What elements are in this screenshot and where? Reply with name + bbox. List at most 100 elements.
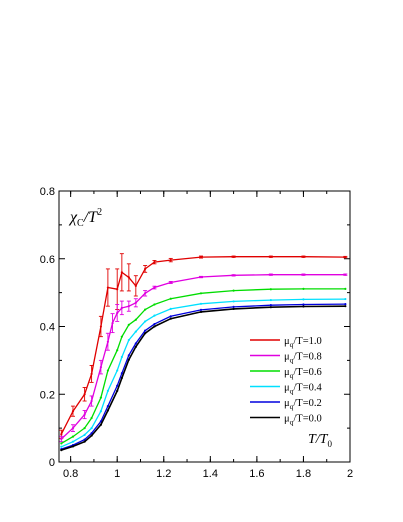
x-tick-label: 1.8 — [296, 468, 311, 480]
data-point — [232, 255, 235, 258]
series-line — [61, 305, 346, 451]
data-point — [344, 303, 347, 306]
data-point — [71, 410, 75, 413]
data-point — [116, 369, 119, 372]
data-point — [83, 393, 86, 396]
data-point — [302, 305, 305, 308]
data-point — [269, 304, 272, 307]
data-point — [106, 340, 109, 343]
legend-item: μq/T=0.2 — [250, 398, 322, 411]
data-point — [106, 389, 109, 392]
data-point — [90, 416, 93, 420]
data-point — [232, 274, 235, 277]
data-point — [116, 349, 119, 352]
series-line — [61, 303, 346, 450]
data-point — [99, 366, 103, 369]
legend-label: μq/T=0.4 — [284, 383, 323, 396]
y-tick-label: 0 — [49, 457, 55, 469]
x-tick-label: 2 — [347, 468, 353, 480]
data-point — [106, 409, 109, 412]
data-point — [120, 306, 123, 309]
data-point — [60, 442, 63, 445]
data-point — [344, 273, 347, 276]
legend-label: μq/T=0.0 — [284, 414, 322, 427]
series-line — [60, 256, 346, 435]
series-line — [60, 288, 346, 444]
data-point — [116, 311, 119, 315]
data-point — [269, 273, 272, 276]
data-point — [153, 314, 156, 317]
x-tick-label: 1.4 — [203, 468, 218, 480]
y-axis-label-sub: C — [77, 218, 84, 229]
x-tick-label: 1.2 — [156, 468, 171, 480]
data-point — [99, 423, 103, 426]
data-point — [99, 325, 103, 328]
data-point — [60, 433, 63, 436]
data-point — [153, 261, 156, 264]
data-point — [232, 300, 235, 303]
data-point — [144, 308, 147, 311]
data-point — [83, 433, 86, 436]
data-point — [269, 306, 272, 309]
y-tick-label: 0.8 — [40, 186, 55, 198]
x-axis-label: T/T0 — [308, 432, 332, 449]
data-point — [134, 318, 137, 321]
x-axis-label-main: T/T — [308, 432, 329, 447]
data-point — [232, 307, 235, 310]
data-point — [90, 434, 93, 437]
data-point — [169, 297, 172, 300]
data-point — [90, 427, 93, 430]
series-3 — [60, 297, 347, 448]
data-point — [127, 305, 130, 308]
data-point — [71, 427, 75, 430]
data-point — [120, 271, 123, 274]
data-point — [83, 413, 86, 416]
data-point — [199, 308, 203, 312]
y-tick-label: 0.6 — [40, 254, 55, 266]
data-point — [153, 323, 156, 326]
data-point — [134, 345, 137, 348]
data-point — [83, 427, 86, 430]
series-2 — [60, 287, 347, 445]
data-point — [169, 259, 172, 262]
series-0 — [59, 253, 348, 439]
y-axis-label-sup: 2 — [97, 207, 102, 218]
data-point — [106, 405, 109, 408]
data-point — [60, 437, 63, 441]
y-axis-label: χC/T2 — [68, 207, 102, 229]
data-point — [169, 315, 172, 318]
data-point — [120, 335, 123, 338]
x-tick-label: 1.6 — [249, 468, 264, 480]
y-axis-label-main: χ — [68, 209, 78, 226]
series-1 — [59, 273, 348, 443]
data-point — [199, 310, 203, 314]
data-point — [344, 287, 347, 290]
data-point — [269, 298, 272, 302]
data-point — [116, 288, 119, 291]
data-point — [199, 255, 203, 259]
data-point — [153, 303, 156, 306]
data-point — [302, 273, 305, 276]
data-point — [120, 372, 123, 375]
data-point — [83, 440, 86, 443]
data-point — [144, 292, 147, 295]
y-tick-label: 0.4 — [40, 322, 55, 334]
data-point — [127, 276, 130, 279]
data-point — [344, 305, 347, 308]
x-tick-label: 0.8 — [63, 468, 78, 480]
data-point — [302, 287, 305, 290]
x-axis-label-sub: 0 — [327, 439, 332, 449]
y-tick-label: 0.2 — [40, 389, 55, 401]
legend-item: μq/T=0.6 — [250, 367, 322, 380]
data-point — [99, 396, 103, 399]
data-point — [90, 399, 93, 403]
y-axis-label-tail: /T — [83, 209, 98, 226]
data-point — [90, 372, 93, 376]
data-point — [232, 305, 235, 308]
data-point — [71, 445, 75, 448]
legend-label: μq/T=0.6 — [284, 367, 322, 380]
data-point — [71, 435, 75, 438]
x-tick-label: 1 — [114, 468, 120, 480]
legend-label: μq/T=0.2 — [284, 398, 322, 411]
